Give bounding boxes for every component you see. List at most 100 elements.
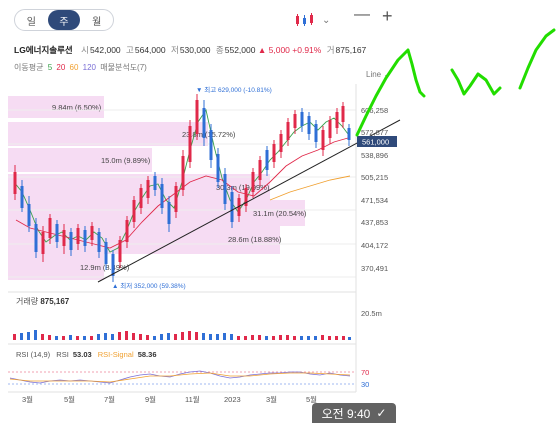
tab-monthly[interactable]: 월 bbox=[92, 16, 102, 28]
candle bbox=[286, 122, 290, 140]
ma-legend[interactable]: 이동평균 5 20 60 120 매물분석도(7) bbox=[14, 63, 147, 72]
volume-profile-label: 28.6m (18.88%) bbox=[228, 235, 282, 244]
candle bbox=[62, 230, 66, 246]
candle bbox=[188, 126, 192, 162]
candle bbox=[314, 124, 318, 142]
current-price-tag bbox=[357, 136, 397, 147]
candle bbox=[341, 106, 345, 122]
candle bbox=[279, 134, 283, 152]
volume-profile-label: 23.8m (15.72%) bbox=[182, 130, 236, 139]
chevron-down-icon: ⌄ bbox=[322, 14, 331, 26]
candle bbox=[237, 198, 241, 216]
volume-value: 875,167 bbox=[335, 45, 367, 55]
period-tabs: 일 주 월 bbox=[14, 9, 114, 31]
x-tick: 7월 bbox=[104, 394, 115, 404]
x-tick: 9월 bbox=[145, 394, 156, 404]
rsi-signal-line bbox=[9, 372, 351, 383]
candlesticks bbox=[13, 94, 351, 282]
candle bbox=[146, 180, 150, 198]
candle bbox=[118, 240, 122, 262]
volume-profile-labels: 9.84m (6.50%) 23.8m (15.72%) 15.0m (9.89… bbox=[52, 103, 307, 272]
candle bbox=[300, 112, 304, 126]
chart-type-button[interactable]: ⌄ bbox=[294, 10, 344, 30]
price-tick: 404,172 bbox=[361, 241, 388, 250]
close-price: 552,000 bbox=[224, 45, 256, 55]
candle bbox=[321, 130, 325, 150]
ma60-line bbox=[269, 175, 351, 201]
x-tick: 2023 bbox=[224, 395, 241, 404]
high-price: 564,000 bbox=[134, 45, 166, 55]
candle bbox=[139, 188, 143, 208]
price-tick: 606,258 bbox=[361, 106, 388, 115]
candle bbox=[13, 172, 17, 194]
candlestick-icon bbox=[296, 13, 313, 26]
hand-drawn-annotation bbox=[518, 28, 556, 90]
volume-profile-label: 12.9m (8.49%) bbox=[80, 263, 130, 272]
volume-profile-bar bbox=[8, 96, 104, 118]
candle bbox=[258, 160, 262, 180]
candle bbox=[34, 224, 38, 252]
candle bbox=[209, 130, 213, 160]
stock-name: LG에너지솔루션 bbox=[14, 45, 73, 55]
candle bbox=[153, 176, 157, 190]
volume-axis-label: 20.5m bbox=[361, 309, 382, 318]
rsi-level-70: 70 bbox=[361, 368, 369, 377]
volume-bars bbox=[13, 330, 351, 340]
candle bbox=[272, 144, 276, 162]
trendline[interactable] bbox=[97, 119, 401, 283]
volume-profile-label: 31.1m (20.54%) bbox=[253, 209, 307, 218]
status-time: 오전 9:40 ✓ bbox=[312, 403, 396, 423]
low-price: 530,000 bbox=[179, 45, 211, 55]
price-tick: 471,534 bbox=[361, 196, 388, 205]
volume-profile-bar bbox=[8, 122, 208, 146]
candle bbox=[125, 220, 129, 242]
candle bbox=[244, 188, 248, 206]
candle bbox=[307, 116, 311, 134]
candle bbox=[104, 242, 108, 264]
rsi-panel-title: RSI (14,9) RSI 53.03 RSI-Signal 58.36 bbox=[16, 350, 157, 359]
x-tick: 3월 bbox=[22, 394, 33, 404]
candle bbox=[41, 232, 45, 254]
candle bbox=[195, 100, 199, 134]
volume-profile-bar bbox=[8, 226, 280, 254]
volume-profile-bar bbox=[8, 254, 104, 280]
price-change: ▲ 5,000 +0.91% bbox=[257, 45, 322, 55]
candle bbox=[335, 112, 339, 128]
candle bbox=[132, 200, 136, 222]
candle bbox=[90, 226, 94, 240]
volume-panel-title: 거래량 875,167 bbox=[16, 296, 70, 306]
current-price-label: 561,000 bbox=[362, 138, 389, 147]
add-icon[interactable]: + bbox=[382, 6, 393, 26]
candle bbox=[167, 202, 171, 224]
volume-profile-label: 30.3m (19.99%) bbox=[216, 183, 270, 192]
minimize-icon[interactable]: — bbox=[354, 6, 370, 23]
candle bbox=[216, 154, 220, 182]
price-tick: 437,853 bbox=[361, 218, 388, 227]
price-axis: 606,258 572,877 538,896 505,215 471,534 … bbox=[361, 106, 388, 273]
candle bbox=[55, 224, 59, 242]
hand-drawn-annotation bbox=[355, 48, 426, 137]
candle bbox=[174, 186, 178, 212]
candle bbox=[202, 108, 206, 138]
volume-profile-label: 9.84m (6.50%) bbox=[52, 103, 102, 112]
candle bbox=[48, 218, 52, 238]
volume-profile-label: 15.0m (9.89%) bbox=[101, 156, 151, 165]
candle bbox=[83, 230, 87, 246]
candle bbox=[20, 186, 24, 208]
tab-weekly[interactable]: 주 bbox=[47, 10, 81, 30]
stock-summary: LG에너지솔루션 시542,000 고564,000 저530,000 종552… bbox=[14, 45, 367, 55]
candle bbox=[347, 128, 351, 140]
price-tick: 505,215 bbox=[361, 173, 388, 182]
tab-daily[interactable]: 일 bbox=[26, 16, 36, 28]
candle bbox=[160, 184, 164, 208]
candle bbox=[265, 150, 269, 170]
volume-profile-bar bbox=[8, 148, 152, 172]
x-tick: 5월 bbox=[306, 394, 317, 404]
price-tick: 572,877 bbox=[361, 128, 388, 137]
candle bbox=[76, 228, 80, 244]
x-tick: 3월 bbox=[266, 394, 277, 404]
candle bbox=[97, 232, 101, 252]
candle bbox=[328, 120, 332, 138]
candle bbox=[111, 254, 115, 276]
